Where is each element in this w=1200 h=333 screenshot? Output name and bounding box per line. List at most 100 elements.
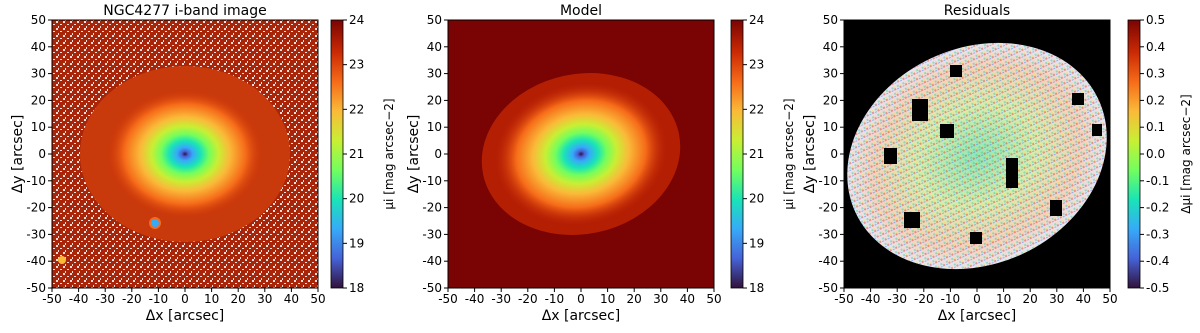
colorbar-tick-label: 24 (749, 13, 764, 27)
x-tick-label: -50 (42, 292, 62, 306)
y-tick-label: -10 (26, 174, 46, 188)
y-tick-label: -50 (818, 281, 838, 295)
x-tick-label: 20 (627, 292, 642, 306)
y-tick-label: -30 (818, 227, 838, 241)
x-tick-label: -10 (941, 292, 961, 306)
colorbar-tick-label: 0.0 (1146, 147, 1165, 161)
x-tick-label: 10 (204, 292, 219, 306)
x-tick-label: 30 (653, 292, 668, 306)
colorbar-tick-label: 0.5 (1146, 13, 1165, 27)
x-tick-label: -30 (491, 292, 511, 306)
x-tick-label: -40 (69, 292, 89, 306)
x-tick-label: -10 (545, 292, 565, 306)
x-tick-label: 20 (231, 292, 246, 306)
x-axis-label: Δx [arcsec] (938, 308, 1017, 324)
colorbar (730, 19, 744, 289)
x-tick-label: 10 (996, 292, 1011, 306)
x-tick-label: 50 (706, 292, 721, 306)
y-tick-label: 10 (427, 120, 442, 134)
y-tick-label: 20 (823, 93, 838, 107)
y-axis-label: Δy [arcsec] (10, 115, 26, 194)
y-tick-label: 30 (823, 67, 838, 81)
y-tick-label: -30 (422, 227, 442, 241)
title: NGC4277 i-band image (103, 3, 266, 19)
y-tick-label: 30 (31, 67, 46, 81)
colorbar-tick-label: 19 (349, 236, 364, 250)
x-tick-label: 10 (600, 292, 615, 306)
colorbar-tick-label: -0.4 (1146, 254, 1169, 268)
colorbar-label: μi [mag arcsec−2] (782, 98, 796, 209)
y-tick-label: -20 (818, 201, 838, 215)
x-tick-label: -50 (438, 292, 458, 306)
x-axis-label: Δx [arcsec] (146, 308, 225, 324)
colorbar-tick-label: 23 (749, 58, 764, 72)
colorbar-tick-label: 21 (349, 147, 364, 161)
colorbar-label: Δμi [mag arcsec−2] (1179, 94, 1193, 213)
colorbar-tick-label: 23 (349, 58, 364, 72)
y-tick-label: -40 (422, 254, 442, 268)
x-tick-label: -30 (887, 292, 907, 306)
y-tick-label: 0 (38, 147, 46, 161)
colorbar-tick-label: -0.2 (1146, 201, 1169, 215)
colorbar-tick-label: 22 (749, 102, 764, 116)
x-tick-label: -40 (861, 292, 881, 306)
y-tick-label: 20 (427, 93, 442, 107)
x-tick-label: 0 (181, 292, 189, 306)
x-tick-label: -30 (95, 292, 115, 306)
colorbar-label: μi [mag arcsec−2] (382, 98, 396, 209)
y-tick-label: -10 (818, 174, 838, 188)
x-tick-label: 40 (1076, 292, 1091, 306)
colorbar-tick-label: 24 (349, 13, 364, 27)
image (448, 20, 714, 288)
x-tick-label: 40 (284, 292, 299, 306)
y-tick-label: -40 (818, 254, 838, 268)
y-tick-label: 10 (823, 120, 838, 134)
y-tick-label: 0 (830, 147, 838, 161)
colorbar-tick-label: 0.2 (1146, 93, 1165, 107)
x-tick-label: 20 (1023, 292, 1038, 306)
x-tick-label: 30 (257, 292, 272, 306)
image (52, 20, 318, 288)
y-tick-label: 50 (427, 13, 442, 27)
colorbar-tick-label: 18 (349, 281, 364, 295)
colorbar-tick-label: 0.3 (1146, 67, 1165, 81)
y-tick-label: 30 (427, 67, 442, 81)
y-tick-label: -50 (26, 281, 46, 295)
y-tick-label: -40 (26, 254, 46, 268)
image (844, 20, 1110, 288)
colorbar-tick-label: 22 (349, 102, 364, 116)
colorbar (330, 19, 344, 289)
y-tick-label: -10 (422, 174, 442, 188)
x-tick-label: -40 (465, 292, 485, 306)
x-tick-label: 0 (973, 292, 981, 306)
y-tick-label: -50 (422, 281, 442, 295)
x-tick-label: 0 (577, 292, 585, 306)
y-tick-label: 40 (427, 40, 442, 54)
y-tick-label: 20 (31, 93, 46, 107)
y-axis-label: Δy [arcsec] (802, 115, 818, 194)
x-tick-label: -20 (914, 292, 934, 306)
colorbar-tick-label: 21 (749, 147, 764, 161)
y-tick-label: 10 (31, 120, 46, 134)
colorbar-tick-label: 0.1 (1146, 120, 1165, 134)
colorbar-tick-label: 0.4 (1146, 40, 1165, 54)
x-tick-label: -50 (834, 292, 854, 306)
x-axis-label: Δx [arcsec] (542, 308, 621, 324)
colorbar-tick-label: 20 (749, 192, 764, 206)
x-tick-label: -10 (149, 292, 169, 306)
colorbar-tick-label: 19 (749, 236, 764, 250)
colorbar-tick-label: -0.3 (1146, 227, 1169, 241)
colorbar-tick-label: -0.1 (1146, 174, 1169, 188)
y-tick-label: 40 (823, 40, 838, 54)
colorbar-tick-label: 18 (749, 281, 764, 295)
title: Model (560, 3, 602, 19)
y-tick-label: 50 (31, 13, 46, 27)
y-tick-label: 40 (31, 40, 46, 54)
y-tick-label: -20 (422, 201, 442, 215)
y-tick-label: -30 (26, 227, 46, 241)
x-tick-label: -20 (518, 292, 538, 306)
y-axis-label: Δy [arcsec] (406, 115, 422, 194)
colorbar-tick-label: 20 (349, 192, 364, 206)
y-tick-label: 50 (823, 13, 838, 27)
